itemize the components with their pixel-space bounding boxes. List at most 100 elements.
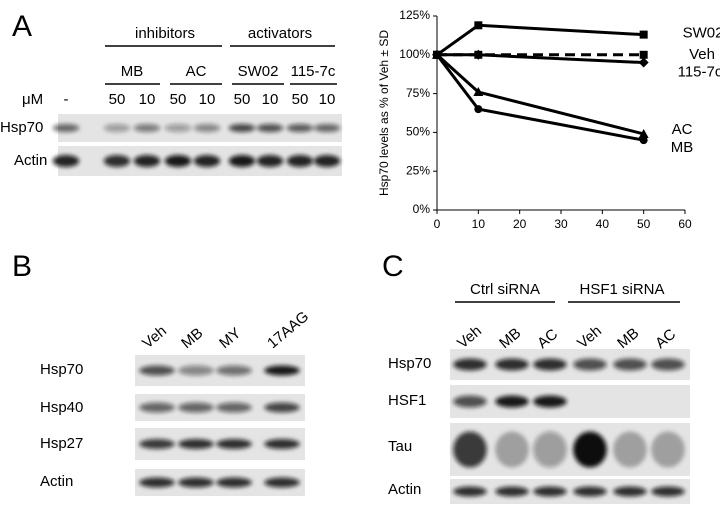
blot-band bbox=[228, 124, 256, 132]
series-label: SW02 bbox=[683, 25, 720, 42]
row-label: Hsp27 bbox=[40, 435, 83, 452]
x-tick-label: 30 bbox=[554, 217, 568, 231]
marker bbox=[639, 50, 648, 59]
lane-label: Veh bbox=[139, 322, 170, 352]
blot-band bbox=[573, 431, 607, 468]
blot-band bbox=[573, 396, 607, 408]
row-label: Actin bbox=[40, 473, 73, 490]
conc-label: μM bbox=[22, 91, 43, 108]
blot-band bbox=[651, 486, 685, 497]
series-label: MB bbox=[671, 139, 694, 156]
blot-band bbox=[164, 124, 192, 132]
blot-band bbox=[573, 486, 607, 497]
compound-label: MB bbox=[121, 63, 144, 80]
marker bbox=[474, 21, 483, 30]
blot-band bbox=[533, 431, 567, 468]
lane-label: Veh bbox=[574, 322, 605, 352]
row-label: Hsp40 bbox=[40, 399, 83, 416]
blot-band bbox=[613, 396, 647, 408]
blot-band bbox=[313, 155, 341, 167]
lane-label: MB bbox=[496, 325, 524, 352]
blot-band bbox=[139, 402, 175, 413]
marker bbox=[639, 136, 648, 145]
x-tick-label: 60 bbox=[678, 217, 692, 231]
blot-band bbox=[453, 486, 487, 497]
row-label: Tau bbox=[388, 438, 412, 455]
blot-band bbox=[178, 439, 214, 449]
blot-band bbox=[651, 431, 685, 468]
lane-label: 50 bbox=[109, 91, 126, 108]
lane-label: 10 bbox=[199, 91, 216, 108]
lane-label: AC bbox=[534, 326, 561, 353]
blot-band bbox=[264, 365, 300, 376]
lane-label: 50 bbox=[170, 91, 187, 108]
blot-band bbox=[495, 395, 529, 408]
blot-band bbox=[193, 155, 221, 167]
lane-label: 10 bbox=[262, 91, 279, 108]
marker bbox=[473, 87, 484, 97]
blot-band bbox=[52, 155, 80, 167]
row-label: HSF1 bbox=[388, 392, 426, 409]
blot-strip bbox=[450, 349, 690, 380]
series-label: 115-7c bbox=[678, 64, 720, 81]
lane-label: 10 bbox=[319, 91, 336, 108]
blot-band bbox=[453, 358, 487, 371]
series-label: AC bbox=[672, 121, 693, 138]
lane-label: MB bbox=[614, 325, 642, 352]
lane-label: 50 bbox=[234, 91, 251, 108]
blot-band bbox=[264, 477, 300, 488]
row-label: Hsp70 bbox=[388, 355, 431, 372]
blot-band bbox=[103, 124, 131, 132]
lane-label: 50 bbox=[292, 91, 309, 108]
blot-band bbox=[178, 365, 214, 376]
row-label: Actin bbox=[388, 481, 421, 498]
marker bbox=[638, 57, 649, 68]
blot-band bbox=[495, 431, 529, 468]
y-tick-label: 50% bbox=[406, 125, 430, 139]
lane-label: MY bbox=[216, 325, 244, 352]
blot-band bbox=[216, 402, 252, 413]
blot-band bbox=[264, 402, 300, 413]
compound-label: 115-7c bbox=[291, 63, 336, 80]
blot-band bbox=[651, 396, 685, 408]
lane-label: 10 bbox=[139, 91, 156, 108]
y-tick-label: 0% bbox=[413, 202, 431, 216]
blot-band bbox=[216, 439, 252, 449]
blot-band bbox=[164, 155, 192, 167]
panel-letter: B bbox=[12, 250, 32, 283]
compound-label: AC bbox=[186, 63, 207, 80]
x-tick-label: 50 bbox=[637, 217, 651, 231]
blot-band bbox=[495, 486, 529, 497]
group-label: Ctrl siRNA bbox=[470, 281, 540, 298]
blot-band bbox=[533, 486, 567, 497]
panel-letter: C bbox=[382, 250, 404, 283]
row-label: Actin bbox=[14, 152, 47, 169]
row-label: Hsp70 bbox=[0, 119, 43, 136]
blot-band bbox=[313, 124, 341, 132]
blot-band bbox=[651, 358, 685, 371]
panel-letter: A bbox=[12, 10, 32, 43]
blot-band bbox=[139, 477, 175, 488]
blot-band bbox=[178, 402, 214, 413]
blot-band bbox=[228, 155, 256, 167]
lane-label: MB bbox=[178, 325, 206, 352]
lane-label: Veh bbox=[454, 322, 485, 352]
lane-label: - bbox=[64, 91, 69, 108]
blot-band bbox=[453, 431, 487, 468]
blot-band bbox=[52, 124, 80, 132]
group-label: HSF1 siRNA bbox=[579, 281, 664, 298]
blot-band bbox=[256, 124, 284, 132]
lane-label: 17AAG bbox=[264, 308, 312, 352]
group-label: inhibitors bbox=[135, 25, 195, 42]
blot-strip bbox=[450, 423, 690, 476]
blot-strip bbox=[450, 479, 690, 504]
y-tick-label: 75% bbox=[406, 86, 430, 100]
blot-band bbox=[533, 395, 567, 408]
blot-band bbox=[453, 395, 487, 408]
x-tick-label: 40 bbox=[596, 217, 610, 231]
marker bbox=[639, 30, 648, 39]
x-tick-label: 0 bbox=[434, 217, 441, 231]
blot-band bbox=[613, 358, 647, 371]
